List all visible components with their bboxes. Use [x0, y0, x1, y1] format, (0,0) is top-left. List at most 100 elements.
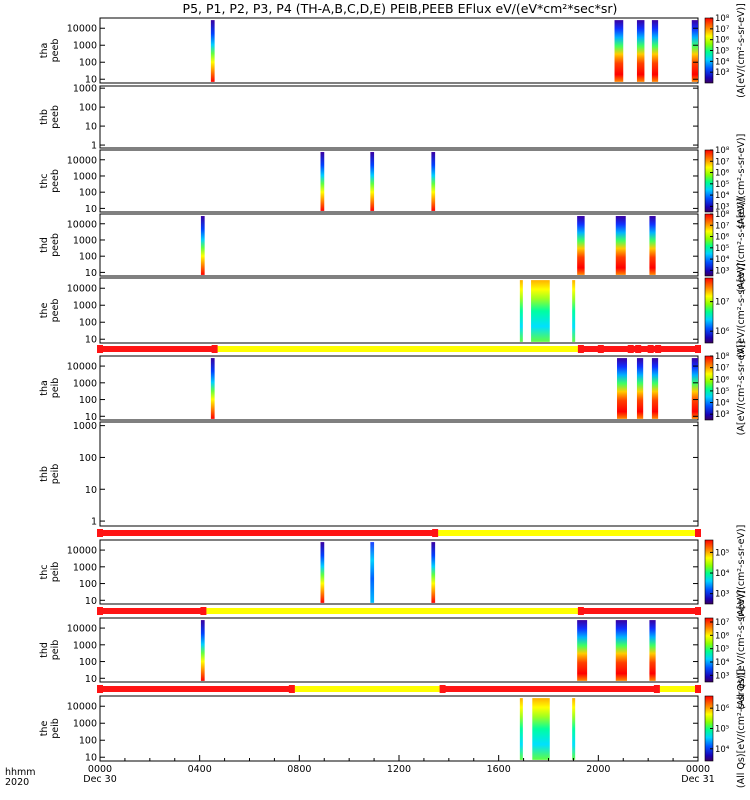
mode-change-marker	[439, 685, 446, 693]
y-tick-label: 100	[79, 736, 97, 747]
colorbar-tick-label: 10⁴	[715, 569, 730, 579]
spectrogram-burst	[615, 620, 627, 681]
mode-change-marker	[211, 345, 218, 353]
colorbar-tick-label: 10⁷	[715, 364, 730, 374]
colorbar-tick-label: 10⁷	[715, 618, 730, 628]
spectrogram-burst	[531, 280, 550, 342]
colorbar-tick-label: 10⁴	[715, 745, 730, 755]
spectrogram-burst	[691, 358, 698, 419]
mode-segment-fast	[100, 608, 204, 614]
probe-label: thb	[39, 466, 50, 482]
mode-change-marker	[97, 529, 103, 537]
mode-change-marker	[653, 685, 660, 693]
spectrogram-burst	[320, 152, 325, 211]
colorbar	[704, 149, 714, 213]
y-tick-label: 10	[85, 204, 97, 215]
spectrogram-burst	[577, 620, 588, 681]
panel-frame	[99, 85, 699, 149]
y-tick-label: 10	[85, 412, 97, 423]
y-tick-label: 1000	[73, 640, 97, 651]
instrument-label: peeb	[50, 299, 61, 323]
instrument-label: peeb	[50, 169, 61, 193]
y-tick-label: 100	[79, 453, 97, 464]
y-tick-label: 10000	[67, 24, 97, 35]
colorbar-tick-label: 10⁶	[715, 327, 730, 337]
y-tick-label: 1000	[73, 171, 97, 182]
colorbar-units-label: (All Qs)[eV/(cm²-s-sr-eV)]	[736, 669, 747, 788]
y-tick-label: 10000	[67, 219, 97, 230]
colorbar-units-label: (All Qs)[eV/(cm²-s-sr-eV)]	[736, 590, 747, 709]
mode-bar-panel	[97, 607, 701, 615]
probe-label: thd	[39, 237, 50, 253]
mode-change-marker	[695, 685, 701, 693]
x-tick-date-label: Dec 31	[681, 774, 715, 785]
spectrogram-burst	[519, 698, 523, 760]
colorbar-tick-label: 10⁴	[715, 399, 730, 409]
colorbar-tick-label: 10⁵	[715, 725, 729, 735]
y-tick-label: 10	[85, 674, 97, 685]
spectrogram-burst	[532, 698, 550, 760]
instrument-label: peib	[50, 378, 61, 399]
y-tick-label: 1000	[73, 235, 97, 246]
instrument-label: peib	[50, 718, 61, 739]
instrument-label: peib	[50, 464, 61, 485]
colorbar-units-label: (A[eV/(cm²-s-sr-eV)]	[736, 198, 747, 293]
colorbar-tick-label: 10⁸	[715, 146, 730, 156]
y-tick-label: 10	[85, 753, 97, 764]
y-tick-label: 1000	[73, 719, 97, 730]
y-tick-label: 10	[85, 596, 97, 607]
probe-label: the	[39, 721, 50, 737]
colorbar-tick-label: 10⁶	[715, 704, 730, 714]
probe-label: thb	[39, 109, 50, 125]
y-tick-label: 1	[91, 141, 97, 152]
spectrogram-burst	[200, 216, 205, 275]
mode-bar-panel	[97, 529, 701, 537]
mode-bar-panel	[97, 685, 701, 693]
y-tick-label: 1000	[73, 41, 97, 52]
spectrogram-burst	[577, 216, 585, 275]
spectrogram-burst	[649, 216, 656, 275]
mode-change-marker	[432, 529, 439, 537]
panel-frame	[99, 617, 699, 683]
spectrogram-burst	[370, 152, 375, 211]
colorbar-tick-label: 10⁴	[715, 57, 730, 67]
colorbar	[704, 617, 714, 683]
probe-label: tha	[39, 43, 50, 59]
mode-change-marker	[695, 529, 701, 537]
colorbar-tick-label: 10⁶	[715, 375, 730, 385]
spectrogram-burst	[649, 620, 656, 681]
mode-segment-fast	[100, 346, 215, 352]
mode-segment-slow	[656, 686, 698, 692]
mode-change-marker	[597, 345, 604, 353]
y-tick-label: 100	[79, 188, 97, 199]
x-tick-label: 1600	[487, 764, 511, 775]
y-tick-label: 10	[85, 485, 97, 496]
spectrogram-burst	[431, 542, 436, 603]
panel-frame	[99, 421, 699, 527]
x-axis-row-label-year: 2020	[5, 777, 30, 788]
mode-segment-fast	[580, 608, 698, 614]
spectrogram-burst	[636, 20, 645, 82]
mode-change-marker	[655, 345, 662, 353]
colorbar-tick-label: 10⁷	[715, 221, 730, 231]
colorbar-tick-label: 10⁸	[715, 352, 730, 362]
spectrogram-burst	[651, 20, 659, 82]
probe-label: tha	[39, 380, 50, 396]
mode-segment-fast	[100, 530, 436, 536]
x-tick-label: 2000	[586, 764, 610, 775]
instrument-label: peib	[50, 562, 61, 583]
colorbar-units-label: (A[eV/(cm²-s-sr-eV)]	[736, 134, 747, 229]
colorbar-tick-label: 10⁵	[715, 180, 729, 190]
mode-change-marker	[97, 607, 103, 615]
y-tick-label: 1000	[73, 378, 97, 389]
spectrogram-burst	[210, 20, 215, 82]
y-tick-label: 100	[79, 252, 97, 263]
spectrogram-burst	[519, 280, 523, 342]
instrument-label: peib	[50, 640, 61, 661]
colorbar-tick-label: 10⁴	[715, 191, 730, 201]
colorbar-units-label: (A[eV/(cm²-s-sr-eV)]	[736, 3, 747, 98]
mode-segment-slow	[291, 686, 443, 692]
